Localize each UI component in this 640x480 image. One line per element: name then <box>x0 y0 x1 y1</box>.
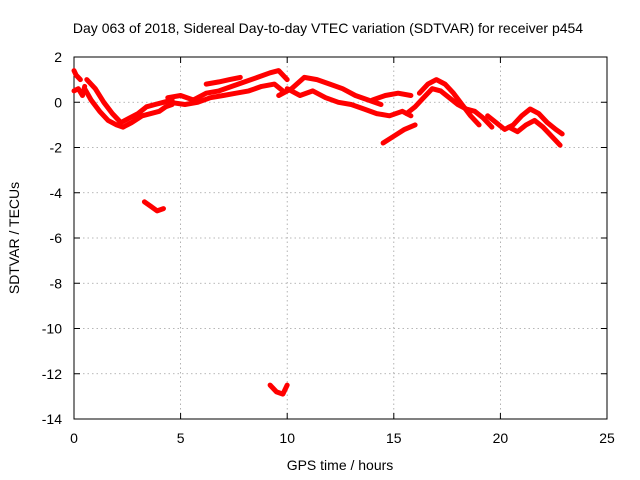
x-tick-labels: 0 5 10 15 20 25 <box>70 430 615 446</box>
x-tick-label: 0 <box>70 430 78 446</box>
series-trace-main-8 <box>370 90 414 103</box>
y-tick-label: -6 <box>50 230 63 246</box>
y-tick-labels: 2 0 -2 -4 -6 -8 -10 -12 -14 <box>42 49 62 427</box>
series-trace-main-10 <box>404 86 495 130</box>
y-tick-label: -2 <box>50 140 63 156</box>
x-tick-label: 5 <box>177 430 185 446</box>
x-tick-label: 25 <box>599 430 615 446</box>
series-trace-outlier-1 <box>141 199 166 214</box>
y-tick-label: 2 <box>54 49 62 65</box>
chart-title: Day 063 of 2018, Sidereal Day-to-day VTE… <box>73 20 583 36</box>
series-trace-outlier-2 <box>267 382 290 397</box>
series-trace-main-12 <box>485 106 565 137</box>
y-tick-label: -14 <box>42 411 62 427</box>
y-tick-label: -4 <box>50 185 63 201</box>
series-trace-main-6 <box>276 74 384 107</box>
x-tick-label: 20 <box>493 430 509 446</box>
x-tick-label: 10 <box>279 430 295 446</box>
series-trace-main-9 <box>380 122 418 146</box>
grid-lines <box>74 57 607 419</box>
series-trace-main-11 <box>416 77 482 128</box>
series-trace-main-4 <box>167 81 286 107</box>
x-axis-label: GPS time / hours <box>287 457 394 473</box>
series-trace-main-7 <box>284 86 414 119</box>
series-trace-main-3 <box>165 68 290 103</box>
y-tick-label: -10 <box>42 321 62 337</box>
series-trace-main-1 <box>82 86 175 130</box>
y-tick-label: -8 <box>50 275 63 291</box>
x-tick-label: 15 <box>386 430 402 446</box>
data-series <box>71 68 565 397</box>
axis-ticks <box>73 56 608 420</box>
y-axis-label: SDTVAR / TECUs <box>6 182 22 294</box>
series-trace-main-13 <box>506 117 563 148</box>
y-tick-label: 0 <box>54 94 62 110</box>
y-tick-label: -12 <box>42 366 62 382</box>
series-trace-main-2 <box>84 77 175 126</box>
series-trace-early-a <box>71 68 83 83</box>
series-trace-main-5 <box>203 74 243 87</box>
